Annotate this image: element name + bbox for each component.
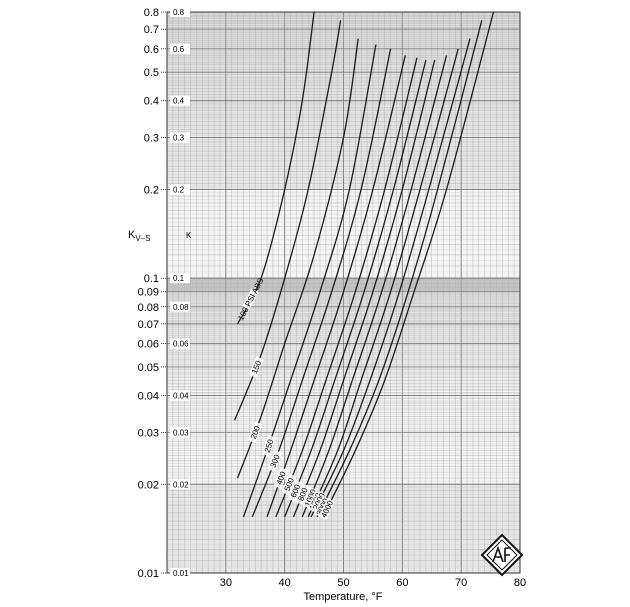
inner-axis-title: K	[186, 231, 192, 240]
y-tick-label: 0.06	[138, 339, 159, 351]
curve-label-bg	[310, 490, 327, 513]
inner-tick-label: 0.3	[173, 134, 185, 143]
curve-label-bg	[302, 486, 318, 509]
inner-tick-bg	[170, 301, 190, 312]
inner-tick-bg	[170, 132, 190, 143]
curve-label: 400	[275, 470, 288, 486]
inner-tick-label: 0.01	[173, 569, 189, 578]
curve-label-bg	[267, 450, 283, 472]
x-tick-label: 70	[455, 577, 467, 589]
series-line	[310, 38, 471, 518]
series-line	[316, 20, 483, 518]
series-line	[307, 48, 459, 518]
y-tick-label: 0.02	[138, 479, 159, 491]
series-line	[266, 55, 406, 518]
inner-tick-label: 0.08	[173, 303, 189, 312]
x-tick-label: 30	[220, 577, 232, 589]
x-tick-label: 80	[514, 577, 526, 589]
curve-label-bg	[314, 495, 331, 518]
inner-tick-bg	[170, 184, 190, 195]
inner-tick-bg	[170, 7, 190, 17]
x-tick-label: 60	[396, 577, 408, 589]
inner-tick-bg	[170, 479, 190, 490]
inner-tick-bg	[170, 338, 190, 349]
x-tick-label: 40	[279, 577, 291, 589]
curve-label-bg	[281, 473, 297, 496]
y-axis-title: KV–S	[128, 229, 150, 243]
y-tick-label: 0.7	[144, 24, 159, 36]
y-tick-label: 0.01	[138, 568, 159, 580]
series-line	[251, 48, 392, 518]
series-line	[292, 59, 436, 518]
curve-label-bg	[261, 435, 276, 457]
y-tick-label: 0.3	[144, 133, 159, 145]
y-tick-label: 0.09	[138, 287, 159, 299]
inner-tick-bg	[170, 43, 190, 54]
x-tick-label: 50	[337, 577, 349, 589]
curve-label: 250	[263, 438, 276, 454]
inner-tick-bg	[170, 427, 190, 438]
x-axis-title: Temperature, °F	[304, 591, 383, 603]
inner-tick-label: 0.2	[173, 185, 185, 194]
curve-label-bg	[248, 356, 264, 378]
inner-tick-bg	[170, 568, 190, 578]
inner-tick-label: 0.02	[173, 480, 189, 489]
y-tick-label: 0.1	[144, 273, 159, 285]
curve-label-bg	[287, 480, 303, 502]
curve-label-bg	[318, 498, 335, 520]
y-axis-ticks: 0.8 0.7 0.6 0.5 0.4 0.3 0.2 0.1 0.09 0.08 0.07 0.06…	[138, 7, 167, 580]
inner-tick-bg	[170, 273, 190, 284]
y-tick-label: 0.08	[138, 302, 159, 314]
curve-label-bg	[247, 421, 263, 444]
inner-tick-label: 0.8	[173, 8, 185, 17]
inner-tick-bg	[170, 95, 190, 106]
curves	[234, 12, 495, 518]
inner-tick-label: 0.6	[173, 45, 185, 54]
series-line	[275, 57, 418, 518]
y-tick-label: 0.5	[144, 67, 159, 79]
y-tick-label: 0.07	[138, 319, 159, 331]
series-line	[284, 59, 427, 518]
y-axis-title-sub: V–S	[135, 234, 150, 243]
curve-label-bg	[242, 288, 259, 310]
series-line	[322, 12, 495, 518]
series-line	[236, 38, 359, 479]
inner-tick-label: 0.1	[173, 274, 185, 283]
curve-label-bg	[273, 467, 288, 489]
curve-label-bg	[295, 483, 310, 505]
inner-tick-label: 0.4	[173, 97, 185, 106]
inner-tick-label: 0.04	[173, 392, 189, 401]
y-tick-label: 0.8	[144, 7, 159, 19]
y-tick-label: 0.05	[138, 362, 159, 374]
series-line	[301, 55, 448, 518]
y-tick-label: 0.03	[138, 427, 159, 439]
logo-icon	[480, 533, 524, 577]
series-line	[237, 12, 315, 325]
plot-frame	[166, 11, 521, 574]
inner-tick-label: 0.06	[173, 340, 189, 349]
x-axis-ticks: 30 40 50 60 70 80	[220, 577, 526, 589]
y-tick-label: 0.4	[144, 96, 159, 108]
y-axis-title-main: K	[128, 229, 136, 241]
inner-tick-label: 0.03	[173, 428, 189, 437]
y-tick-label: 0.6	[144, 44, 159, 56]
inner-axis-ticks: 0.8 0.6 0.4 0.3 0.2 0.1 0.08 0.06 0.04 0.03 0.02 0.…	[170, 7, 190, 578]
y-tick-label: 0.2	[144, 184, 159, 196]
inner-tick-bg	[170, 390, 190, 401]
y-tick-label: 0.04	[138, 391, 159, 403]
